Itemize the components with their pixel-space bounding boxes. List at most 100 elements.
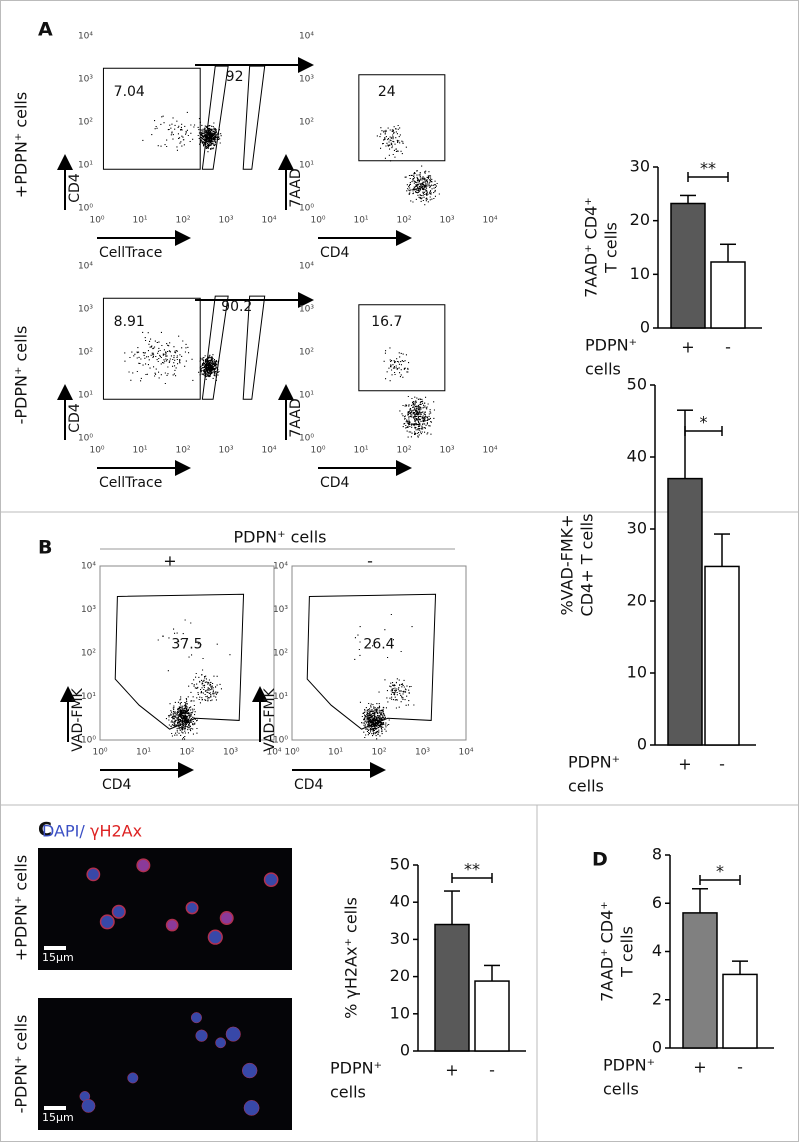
y-tick-label: 10¹ bbox=[273, 692, 288, 702]
bar bbox=[704, 565, 740, 746]
cell bbox=[111, 904, 126, 919]
scale-label: 15µm bbox=[42, 951, 74, 964]
panel-label: C bbox=[38, 819, 52, 841]
y-tick-label: 20 bbox=[627, 591, 647, 610]
y-axis-label: 7AAD⁺ CD4⁺ bbox=[582, 197, 601, 297]
x-tick-label: - bbox=[737, 1058, 743, 1077]
x-tick-label: 10⁴ bbox=[482, 216, 497, 226]
event-dots bbox=[142, 111, 222, 153]
gate bbox=[358, 74, 446, 162]
y-axis-label: CD4 bbox=[67, 173, 83, 203]
y-tick-label: 10³ bbox=[273, 605, 288, 615]
event-dots bbox=[354, 613, 415, 740]
gate bbox=[242, 295, 266, 400]
x-tick-label: 10³ bbox=[218, 216, 233, 226]
x-tick-label: 10⁴ bbox=[482, 446, 497, 456]
y-tick-label: 10² bbox=[273, 649, 288, 659]
x-tick-label: 10⁰ bbox=[89, 216, 104, 226]
y-tick-label: 50 bbox=[390, 855, 410, 874]
panel-label: D bbox=[592, 849, 608, 871]
y-tick-label: 10⁰ bbox=[273, 736, 288, 746]
y-tick-label: 4 bbox=[652, 941, 662, 960]
x-tick-label: 10⁴ bbox=[266, 748, 281, 758]
x-tick-label: + bbox=[681, 338, 694, 357]
cell bbox=[81, 1099, 96, 1113]
x-tick-label: 10⁰ bbox=[89, 446, 104, 456]
gate-value: 26.4 bbox=[363, 636, 394, 652]
gate bbox=[201, 295, 229, 400]
y-tick-label: 10 bbox=[627, 663, 647, 682]
y-tick-label: 10¹ bbox=[299, 161, 314, 171]
y-tick-label: 10⁴ bbox=[299, 32, 314, 42]
header: PDPN⁺ cells bbox=[234, 528, 327, 547]
x-tick-label: 10³ bbox=[223, 748, 238, 758]
x-axis-label: PDPN⁺ bbox=[330, 1059, 382, 1078]
y-tick-label: 10² bbox=[81, 649, 96, 659]
x-tick-label: 10² bbox=[175, 216, 190, 226]
y-tick-label: 40 bbox=[627, 447, 647, 466]
cell bbox=[99, 914, 115, 930]
scale-bar bbox=[44, 1106, 66, 1110]
y-axis-label: T cells bbox=[602, 222, 621, 274]
cell bbox=[190, 1012, 202, 1024]
gate-value: 90.2 bbox=[221, 299, 252, 315]
y-tick-label: 20 bbox=[630, 210, 650, 229]
micrograph bbox=[38, 848, 292, 970]
y-tick-label: 10³ bbox=[78, 75, 93, 85]
x-tick-label: 10² bbox=[396, 446, 411, 456]
significance: ** bbox=[700, 159, 716, 178]
y-tick-label: 10³ bbox=[78, 305, 93, 315]
cell bbox=[165, 918, 179, 932]
y-tick-label: 10⁰ bbox=[81, 736, 96, 746]
row-label: +PDPN⁺ cells bbox=[12, 855, 31, 961]
y-tick-label: 10⁰ bbox=[299, 204, 314, 214]
y-tick-label: 10³ bbox=[299, 75, 314, 85]
x-axis-label: CD4 bbox=[102, 777, 132, 793]
cell bbox=[219, 911, 234, 926]
x-tick-label: 10⁰ bbox=[310, 446, 325, 456]
y-tick-label: 20 bbox=[390, 966, 410, 985]
y-tick-label: 10² bbox=[78, 348, 93, 358]
y-tick-label: 10¹ bbox=[299, 391, 314, 401]
y-tick-label: 0 bbox=[637, 735, 647, 754]
significance: ** bbox=[464, 860, 480, 879]
cell bbox=[207, 929, 223, 945]
gate bbox=[358, 304, 446, 392]
x-tick-label: 10⁰ bbox=[310, 216, 325, 226]
row-label: +PDPN⁺ cells bbox=[12, 92, 31, 198]
x-tick-label: 10¹ bbox=[353, 446, 368, 456]
row-label: -PDPN⁺ cells bbox=[12, 1015, 31, 1114]
x-tick-label: 10² bbox=[179, 748, 194, 758]
cell bbox=[215, 1037, 227, 1049]
x-tick-label: 10⁴ bbox=[458, 748, 473, 758]
gate-value: 7.04 bbox=[114, 84, 145, 100]
x-axis-label: PDPN⁺ bbox=[603, 1056, 655, 1075]
bar bbox=[434, 923, 470, 1052]
x-tick-label: 10¹ bbox=[132, 446, 147, 456]
y-tick-label: 10² bbox=[299, 118, 314, 128]
y-tick-label: 10⁰ bbox=[78, 204, 93, 214]
y-tick-label: 10⁴ bbox=[81, 562, 96, 572]
y-tick-label: 10² bbox=[299, 348, 314, 358]
cell bbox=[185, 901, 199, 915]
column-label: - bbox=[367, 552, 373, 571]
x-tick-label: 10¹ bbox=[136, 748, 151, 758]
y-tick-label: 10³ bbox=[81, 605, 96, 615]
bar bbox=[667, 477, 703, 746]
significance: * bbox=[700, 413, 708, 432]
y-axis-label: VAD-FMK bbox=[70, 687, 86, 751]
y-tick-label: 10⁴ bbox=[78, 262, 93, 272]
y-axis-label: 7AAD bbox=[288, 168, 304, 207]
stain-label: γH2Ax bbox=[90, 822, 142, 841]
y-tick-label: 6 bbox=[652, 893, 662, 912]
gate-value: 37.5 bbox=[171, 636, 202, 652]
plot-frame bbox=[291, 565, 467, 741]
panel-label: B bbox=[38, 537, 52, 559]
y-axis-label: % γH2Ax⁺ cells bbox=[342, 897, 361, 1019]
y-axis-label: VAD-FMK bbox=[262, 687, 278, 751]
gate-value: 16.7 bbox=[371, 314, 402, 330]
stain-label: DAPI/ bbox=[42, 822, 85, 841]
y-tick-label: 40 bbox=[390, 892, 410, 911]
y-tick-label: 0 bbox=[652, 1038, 662, 1057]
